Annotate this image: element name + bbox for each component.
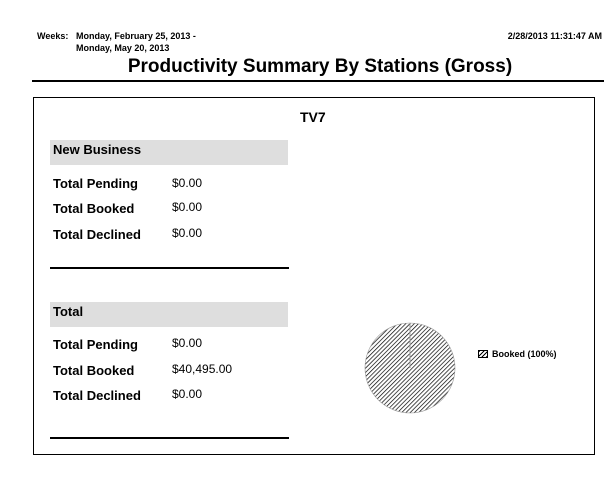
station-report-panel xyxy=(33,97,595,455)
row-value-declined: $0.00 xyxy=(172,226,203,240)
weeks-label: Weeks: xyxy=(37,31,69,41)
legend-swatch xyxy=(478,350,488,358)
section-header-total: Total xyxy=(50,302,288,327)
row-label-declined: Total Declined xyxy=(53,227,141,242)
weeks-range-start: Monday, February 25, 2013 - xyxy=(76,31,196,41)
row-label-pending: Total Pending xyxy=(53,337,138,352)
section-header-new-business: New Business xyxy=(50,140,288,165)
legend-label: Booked (100%) xyxy=(492,349,557,359)
row-value-pending: $0.00 xyxy=(172,176,203,190)
row-value-booked: $0.00 xyxy=(172,200,203,214)
weeks-range-end: Monday, May 20, 2013 xyxy=(76,43,170,53)
section-divider xyxy=(50,267,289,269)
title-divider xyxy=(32,80,604,82)
report-timestamp: 2/28/2013 11:31:47 AM xyxy=(507,31,602,41)
section-divider xyxy=(50,437,289,439)
booked-pie-chart xyxy=(364,322,456,414)
row-value-booked: $40,495.00 xyxy=(172,362,233,376)
row-value-pending: $0.00 xyxy=(172,336,203,350)
row-label-declined: Total Declined xyxy=(53,388,141,403)
station-name: TV7 xyxy=(300,109,326,125)
row-label-booked: Total Booked xyxy=(53,363,135,378)
row-label-pending: Total Pending xyxy=(53,176,138,191)
row-value-declined: $0.00 xyxy=(172,387,203,401)
row-label-booked: Total Booked xyxy=(53,201,135,216)
report-title: Productivity Summary By Stations (Gross) xyxy=(127,56,513,77)
chart-legend: Booked (100%) xyxy=(478,349,557,359)
